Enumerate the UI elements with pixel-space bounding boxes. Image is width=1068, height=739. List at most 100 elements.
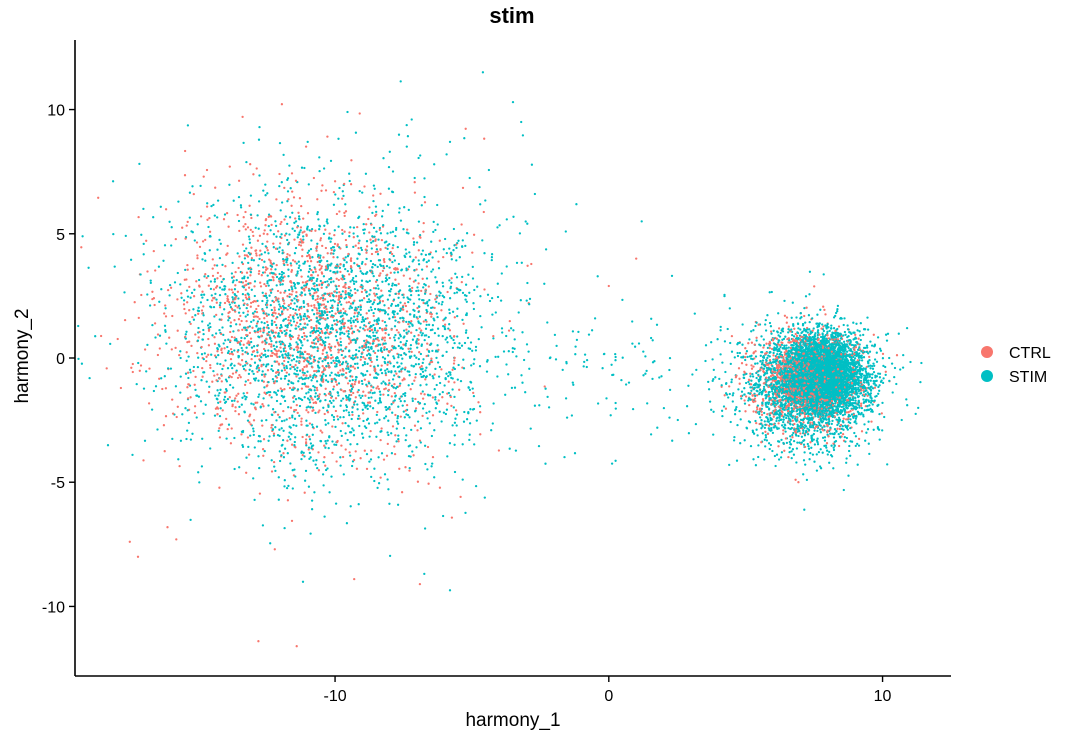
point-stim xyxy=(257,200,261,203)
point-stim xyxy=(474,345,478,349)
point-stim xyxy=(362,348,365,352)
point-ctrl xyxy=(251,326,254,329)
point-stim xyxy=(878,389,881,392)
point-stim xyxy=(248,238,251,241)
point-ctrl xyxy=(430,315,433,318)
point-ctrl xyxy=(380,364,383,367)
point-ctrl xyxy=(263,317,266,320)
point-stim xyxy=(305,335,308,338)
point-ctrl xyxy=(379,438,382,442)
point-ctrl xyxy=(274,247,278,250)
point-stim xyxy=(112,232,115,236)
point-ctrl xyxy=(359,358,362,361)
point-stim xyxy=(725,393,729,396)
point-ctrl xyxy=(326,252,329,255)
point-stim xyxy=(336,256,339,259)
point-stim xyxy=(432,220,435,224)
point-ctrl xyxy=(418,582,422,586)
point-stim xyxy=(761,424,764,427)
point-stim xyxy=(772,358,775,361)
point-ctrl xyxy=(397,292,401,295)
point-stim xyxy=(427,259,430,262)
point-stim xyxy=(312,384,315,388)
point-stim xyxy=(206,298,209,302)
point-ctrl xyxy=(233,319,236,322)
point-stim xyxy=(764,323,767,326)
point-stim xyxy=(521,331,524,334)
point-stim xyxy=(736,354,740,358)
point-stim xyxy=(325,442,328,445)
point-stim xyxy=(764,445,767,448)
point-ctrl xyxy=(407,322,410,326)
point-stim xyxy=(869,373,872,376)
point-ctrl xyxy=(283,218,286,221)
point-stim xyxy=(399,317,402,320)
point-stim xyxy=(419,154,422,157)
chart-title: stim xyxy=(489,3,534,28)
point-ctrl xyxy=(355,467,359,470)
point-ctrl xyxy=(356,225,359,229)
point-stim xyxy=(693,312,696,315)
point-ctrl xyxy=(236,213,239,217)
point-stim xyxy=(818,465,822,468)
point-stim xyxy=(366,369,369,373)
point-ctrl xyxy=(426,348,429,351)
point-ctrl xyxy=(322,317,325,320)
point-stim xyxy=(554,358,558,361)
point-stim xyxy=(474,484,478,488)
point-stim xyxy=(213,280,216,283)
point-stim xyxy=(770,426,773,430)
point-stim xyxy=(849,454,852,457)
point-stim xyxy=(201,437,204,440)
point-stim xyxy=(429,394,432,397)
point-stim xyxy=(388,276,391,280)
point-ctrl xyxy=(205,205,209,208)
point-stim xyxy=(387,187,391,190)
point-stim xyxy=(216,398,219,401)
point-stim xyxy=(252,433,255,437)
point-ctrl xyxy=(286,263,289,267)
point-stim xyxy=(424,369,427,372)
point-stim xyxy=(275,235,278,238)
point-stim xyxy=(307,183,310,186)
point-stim xyxy=(299,322,302,326)
point-stim xyxy=(730,380,733,384)
point-stim xyxy=(243,337,246,340)
point-stim xyxy=(472,302,475,305)
point-stim xyxy=(468,433,471,436)
point-ctrl xyxy=(295,321,299,324)
point-stim xyxy=(201,296,204,299)
point-stim xyxy=(252,427,255,430)
point-ctrl xyxy=(353,312,356,315)
point-stim xyxy=(249,434,252,437)
point-ctrl xyxy=(202,305,205,308)
point-stim xyxy=(274,323,278,327)
point-ctrl xyxy=(244,210,247,214)
point-ctrl xyxy=(378,274,381,277)
point-stim xyxy=(336,304,340,307)
point-stim xyxy=(278,303,281,306)
point-ctrl xyxy=(319,429,322,432)
point-stim xyxy=(704,359,707,363)
point-stim xyxy=(285,418,288,421)
point-ctrl xyxy=(239,376,242,379)
point-ctrl xyxy=(242,343,245,346)
point-stim xyxy=(792,439,796,443)
point-ctrl xyxy=(259,281,262,284)
point-ctrl xyxy=(186,386,189,389)
point-stim xyxy=(373,479,376,483)
point-stim xyxy=(505,218,508,221)
point-stim xyxy=(447,374,450,378)
point-ctrl xyxy=(365,251,368,254)
point-stim xyxy=(411,450,414,453)
point-stim xyxy=(241,349,244,352)
point-ctrl xyxy=(249,423,252,426)
point-ctrl xyxy=(354,325,357,328)
point-ctrl xyxy=(237,266,240,270)
point-stim xyxy=(322,372,325,376)
point-ctrl xyxy=(390,252,394,256)
point-stim xyxy=(259,440,262,443)
point-ctrl xyxy=(362,390,365,393)
point-stim xyxy=(335,374,339,377)
point-ctrl xyxy=(279,281,282,284)
